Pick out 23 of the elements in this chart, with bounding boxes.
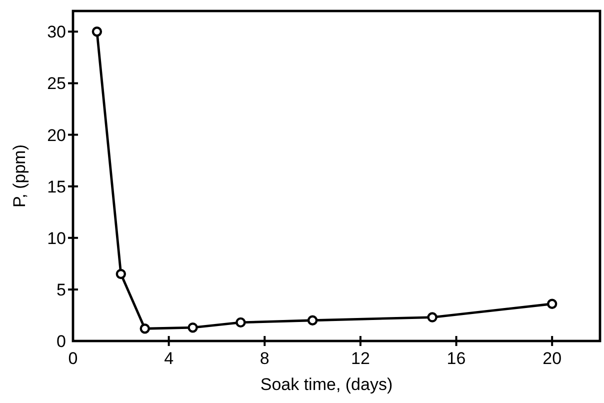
point [307,315,318,326]
point [188,322,198,333]
point [140,324,150,334]
point [236,317,246,328]
x-tick-label: 16 [446,349,466,368]
y-tick-label: 5 [56,280,66,300]
point [546,298,558,309]
x-tick-label: 8 [260,349,270,368]
y-tick-label: 15 [47,177,66,196]
x-tick-label: 4 [164,349,174,368]
y-tick-label: 10 [47,228,66,248]
x-tick-label: 0 [68,349,78,368]
x-tick-label: 20 [542,349,562,368]
point [427,312,438,322]
y-tick-label: 20 [47,126,66,145]
x-tick-label: 12 [350,349,370,368]
x-axis-title: Soak time, (days) [260,375,393,394]
point [116,268,126,280]
y-tick-label: 25 [47,74,66,94]
y-tick-label: 0 [56,332,66,351]
y-axis-title: P, (ppm) [10,144,29,208]
point [92,26,102,37]
y-tick-label: 30 [47,22,66,42]
